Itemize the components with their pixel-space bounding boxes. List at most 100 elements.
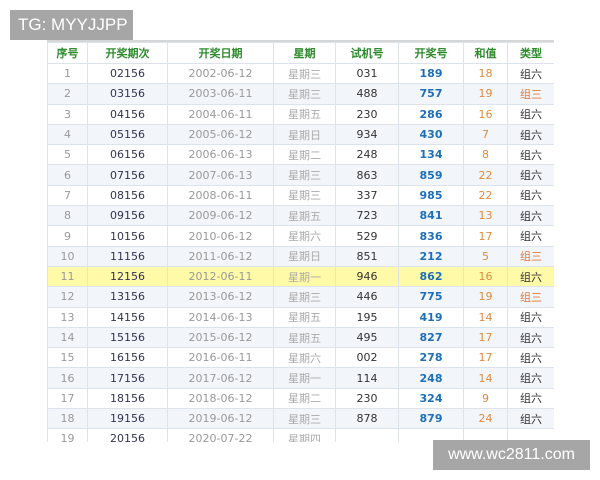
- table-row: 14 15156 2015-06-12 星期五 495 827 17 组六: [47, 326, 554, 349]
- cell-trial-number: 337: [335, 184, 399, 207]
- cell-type: 组六: [507, 347, 554, 369]
- cell-index: 15: [47, 347, 88, 369]
- cell-issue: 20156: [87, 428, 168, 442]
- cell-winning-number: 775: [398, 286, 464, 308]
- cell-winning-number: 836: [398, 225, 464, 247]
- cell-trial-number: 723: [335, 205, 399, 227]
- cell-weekday: 星期二: [273, 144, 336, 166]
- cell-type: 组三: [507, 286, 554, 308]
- header-index: 序号: [47, 42, 88, 64]
- cell-weekday: 星期三: [273, 83, 336, 105]
- table-row: 18 19156 2019-06-12 星期三 878 879 24 组六: [47, 408, 554, 430]
- cell-sum: 7: [463, 123, 508, 146]
- table-row: 13 14156 2014-06-13 星期五 195 419 14 组六: [47, 306, 554, 328]
- table-row: 2 03156 2003-06-11 星期三 488 757 19 组三: [47, 83, 554, 105]
- watermark: www.wc2811.com: [433, 440, 590, 470]
- header-sum: 和值: [463, 42, 508, 64]
- cell-trial-number: 934: [335, 123, 399, 146]
- cell-index: 11: [47, 265, 88, 288]
- cell-sum: 22: [463, 164, 508, 186]
- cell-index: 10: [47, 245, 88, 267]
- cell-trial-number: 946: [335, 265, 399, 288]
- cell-winning-number: 134: [398, 144, 464, 166]
- cell-winning-number: 862: [398, 265, 464, 288]
- cell-sum: 16: [463, 103, 508, 125]
- table-header-row: 序号 开奖期次 开奖日期 星期 试机号 开奖号 和值 类型: [47, 42, 554, 64]
- cell-trial-number: 195: [335, 306, 399, 328]
- cell-type: 组六: [507, 326, 554, 349]
- cell-sum: 8: [463, 144, 508, 166]
- table-row: 12 13156 2013-06-12 星期三 446 775 19 组三: [47, 286, 554, 308]
- cell-issue: 04156: [87, 103, 168, 125]
- cell-issue: 13156: [87, 286, 168, 308]
- cell-sum: 17: [463, 347, 508, 369]
- cell-type: 组六: [507, 367, 554, 389]
- header-type: 类型: [507, 42, 554, 64]
- cell-issue: 10156: [87, 225, 168, 247]
- cell-winning-number: 879: [398, 408, 464, 430]
- cell-date: 2004-06-11: [167, 103, 274, 125]
- cell-trial-number: 230: [335, 103, 399, 125]
- cell-winning-number: 324: [398, 387, 464, 410]
- cell-index: 2: [47, 83, 88, 105]
- cell-date: 2019-06-12: [167, 408, 274, 430]
- header-weekday: 星期: [273, 42, 336, 64]
- cell-trial-number: 878: [335, 408, 399, 430]
- cell-date: 2008-06-11: [167, 184, 274, 207]
- cell-sum: 18: [463, 62, 508, 85]
- cell-date: 2020-07-22: [167, 428, 274, 442]
- cell-index: 1: [47, 62, 88, 85]
- cell-winning-number: 827: [398, 326, 464, 349]
- cell-date: 2010-06-12: [167, 225, 274, 247]
- cell-type: 组六: [507, 144, 554, 166]
- cell-trial-number: [335, 428, 399, 442]
- cell-sum: 14: [463, 306, 508, 328]
- cell-index: 16: [47, 367, 88, 389]
- cell-weekday: 星期三: [273, 286, 336, 308]
- overlay-label: TG: MYYJJPP: [10, 10, 133, 40]
- cell-date: 2017-06-12: [167, 367, 274, 389]
- cell-type: 组六: [507, 306, 554, 328]
- cell-weekday: 星期三: [273, 164, 336, 186]
- cell-winning-number: 985: [398, 184, 464, 207]
- table-row: 17 18156 2018-06-12 星期二 230 324 9 组六: [47, 387, 554, 410]
- table-row: 10 11156 2011-06-12 星期日 851 212 5 组三: [47, 245, 554, 267]
- table-row: 3 04156 2004-06-11 星期五 230 286 16 组六: [47, 103, 554, 125]
- cell-index: 18: [47, 408, 88, 430]
- cell-issue: 05156: [87, 123, 168, 146]
- cell-issue: 11156: [87, 245, 168, 267]
- cell-type: 组六: [507, 62, 554, 85]
- cell-date: 2011-06-12: [167, 245, 274, 267]
- cell-trial-number: 495: [335, 326, 399, 349]
- header-issue: 开奖期次: [87, 42, 168, 64]
- cell-date: 2009-06-12: [167, 205, 274, 227]
- lottery-results-table: 序号 开奖期次 开奖日期 星期 试机号 开奖号 和值 类型 1 02156 2002…: [47, 42, 554, 442]
- cell-weekday: 星期四: [273, 428, 336, 442]
- cell-date: 2014-06-13: [167, 306, 274, 328]
- cell-winning-number: 430: [398, 123, 464, 146]
- cell-date: 2018-06-12: [167, 387, 274, 410]
- cell-index: 4: [47, 123, 88, 146]
- cell-issue: 08156: [87, 184, 168, 207]
- cell-index: 6: [47, 164, 88, 186]
- cell-weekday: 星期日: [273, 245, 336, 267]
- table-row: 4 05156 2005-06-12 星期日 934 430 7 组六: [47, 123, 554, 146]
- cell-weekday: 星期二: [273, 387, 336, 410]
- cell-weekday: 星期三: [273, 184, 336, 207]
- cell-winning-number: 278: [398, 347, 464, 369]
- table-row: 6 07156 2007-06-13 星期三 863 859 22 组六: [47, 164, 554, 186]
- cell-issue: 12156: [87, 265, 168, 288]
- cell-index: 17: [47, 387, 88, 410]
- table-row: 8 09156 2009-06-12 星期五 723 841 13 组六: [47, 205, 554, 227]
- cell-index: 14: [47, 326, 88, 349]
- cell-issue: 16156: [87, 347, 168, 369]
- cell-weekday: 星期一: [273, 367, 336, 389]
- cell-winning-number: 189: [398, 62, 464, 85]
- cell-trial-number: 863: [335, 164, 399, 186]
- cell-sum: 9: [463, 387, 508, 410]
- cell-issue: 03156: [87, 83, 168, 105]
- cell-sum: 17: [463, 326, 508, 349]
- cell-date: 2016-06-11: [167, 347, 274, 369]
- table-row: 11 12156 2012-06-11 星期一 946 862 16 组六: [47, 265, 554, 288]
- cell-index: 19: [47, 428, 88, 442]
